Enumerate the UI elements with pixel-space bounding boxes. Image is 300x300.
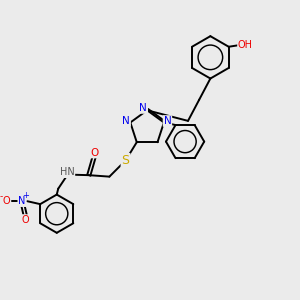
Text: N: N — [18, 196, 26, 206]
Text: O: O — [22, 215, 29, 225]
Text: S: S — [122, 154, 130, 167]
Text: N: N — [122, 116, 130, 126]
Text: N: N — [164, 116, 171, 126]
Text: +: + — [22, 191, 29, 200]
Text: -: - — [0, 192, 3, 201]
Text: O: O — [90, 148, 98, 158]
Text: HN: HN — [60, 167, 74, 177]
Text: O: O — [3, 196, 10, 206]
Text: OH: OH — [238, 40, 253, 50]
Text: N: N — [140, 103, 147, 113]
